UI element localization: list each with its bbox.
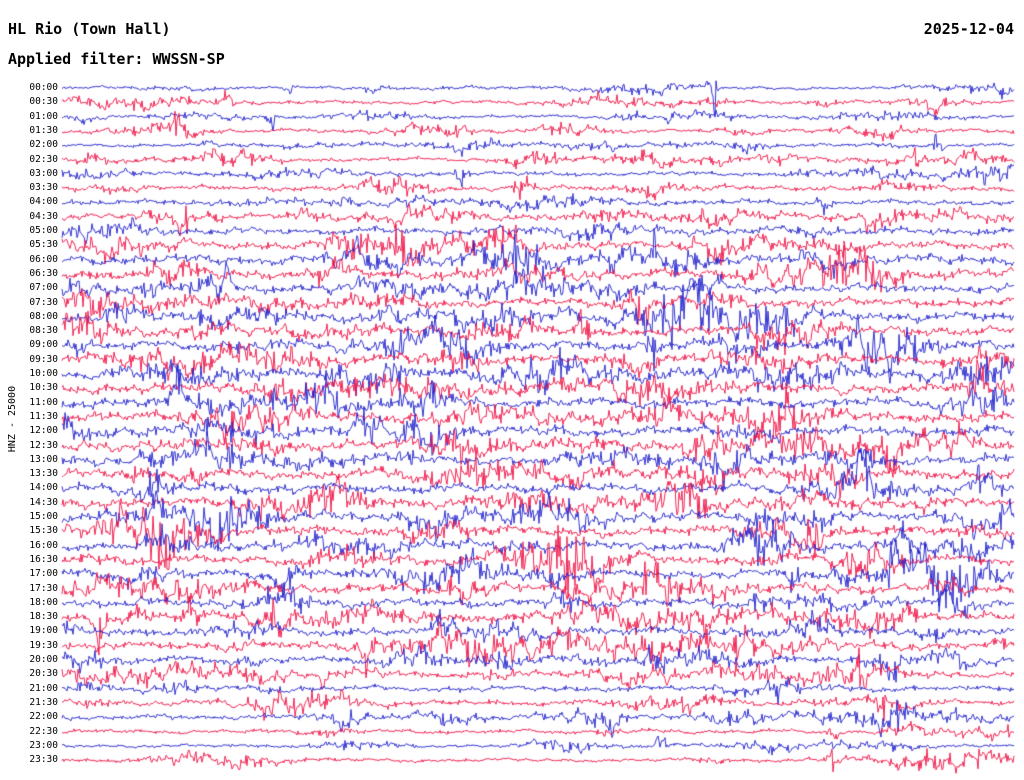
station-title: HL Rio (Town Hall) [8,20,171,38]
time-label: 08:00 [29,310,58,322]
time-label: 00:00 [29,82,58,93]
time-label: 21:00 [29,682,58,694]
time-label: 10:00 [29,368,58,379]
time-label: 01:00 [29,110,58,122]
time-label: 16:00 [29,539,58,551]
time-label: 02:00 [29,139,58,151]
time-label: 06:00 [29,253,58,265]
time-label: 12:00 [29,425,58,437]
filter-label: Applied filter: WWSSN-SP [8,50,225,68]
time-label: 07:00 [29,282,58,294]
time-label: 00:30 [29,96,58,108]
time-label: 03:00 [29,167,58,179]
time-label: 13:30 [29,468,58,480]
time-label: 16:30 [29,553,58,565]
time-label: 04:00 [29,196,58,208]
time-label: 15:00 [29,511,58,522]
time-label: 04:30 [29,210,58,222]
time-label: 19:30 [29,639,58,651]
time-label: 06:30 [29,267,58,279]
time-label: 17:30 [29,582,58,594]
time-label: 11:30 [29,410,58,422]
time-label: 23:00 [29,739,58,751]
time-label: 20:30 [29,668,58,680]
time-label: 08:30 [29,325,58,337]
time-label: 11:00 [29,396,58,408]
time-label: 01:30 [29,124,58,136]
time-label: 21:30 [29,696,58,708]
time-label: 05:30 [29,239,58,251]
time-label: 18:00 [29,596,58,608]
time-label: 03:30 [29,182,58,194]
time-label: 07:30 [29,296,58,308]
time-label: 02:30 [29,153,58,165]
time-label: 22:30 [29,725,58,737]
time-label: 10:30 [29,382,58,394]
time-label: 20:00 [29,654,58,665]
time-label: 17:00 [29,568,58,580]
time-label: 14:00 [29,482,58,494]
time-label: 14:30 [29,496,58,508]
time-label: 15:30 [29,525,58,537]
date-label: 2025-12-04 [923,20,1014,38]
time-label: 09:30 [29,353,58,365]
time-label: 13:00 [29,453,58,465]
time-label: 18:30 [29,611,58,623]
time-label: 12:30 [29,439,58,451]
time-label: 05:00 [29,225,58,236]
time-label: 23:30 [29,754,58,766]
time-label: 19:00 [29,625,58,637]
time-label: 09:00 [29,339,58,351]
time-label: 22:00 [29,711,58,723]
